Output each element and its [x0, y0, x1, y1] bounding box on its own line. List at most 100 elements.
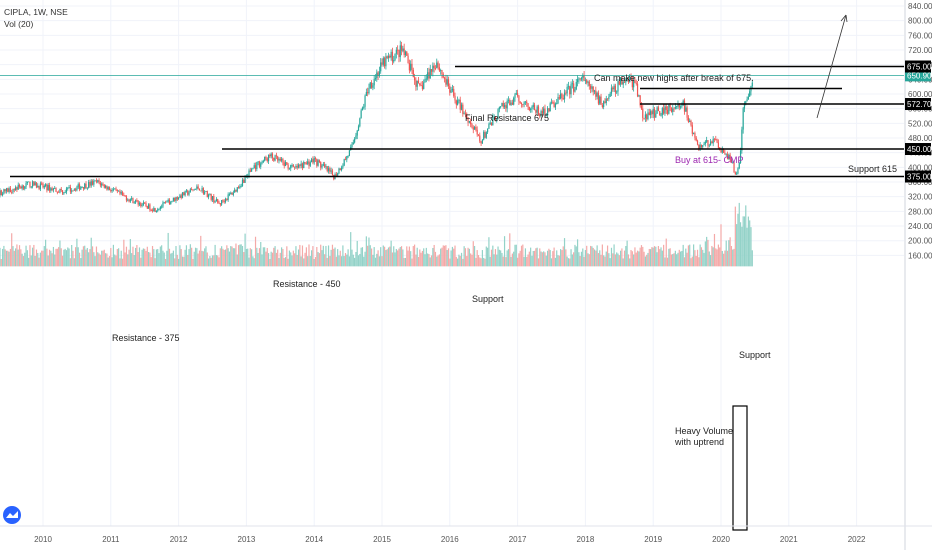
- volume-bar: [693, 244, 695, 267]
- volume-bar: [566, 256, 568, 267]
- volume-bar: [592, 247, 594, 267]
- candle-body: [387, 55, 390, 58]
- candle-body: [291, 165, 293, 166]
- volume-bar: [344, 253, 347, 267]
- volume-bar: [668, 248, 670, 267]
- price-axis[interactable]: 840.00800.00760.00720.00680.00640.00600.…: [904, 0, 932, 550]
- candle-body: [751, 82, 753, 87]
- candle-body: [511, 102, 513, 105]
- candle-body: [288, 168, 291, 170]
- volume-bar: [573, 252, 575, 267]
- volume-bar: [251, 249, 253, 267]
- candle-body: [16, 187, 18, 190]
- candle-body: [318, 160, 321, 163]
- volume-bar: [412, 246, 414, 267]
- volume-bar: [30, 255, 32, 267]
- volume-bar: [313, 259, 315, 267]
- volume-bar: [198, 250, 201, 267]
- level-tag: [905, 60, 931, 73]
- volume-bar: [620, 250, 622, 267]
- candle-body: [590, 85, 592, 89]
- candle-body: [176, 197, 178, 200]
- candle-body: [614, 85, 616, 93]
- candle-body: [115, 188, 117, 190]
- candle-body: [685, 107, 687, 112]
- volume-bar: [708, 251, 710, 267]
- candle-body: [669, 105, 671, 108]
- volume-bar: [215, 255, 218, 267]
- candle-body: [599, 96, 601, 104]
- candle-body: [226, 198, 228, 200]
- candle-body: [501, 102, 503, 107]
- volume-bar: [90, 237, 92, 267]
- candle-body: [434, 68, 437, 69]
- volume-bar: [527, 254, 529, 267]
- volume-bar: [237, 245, 240, 267]
- tradingview-logo-icon[interactable]: [3, 506, 21, 524]
- candle-body: [217, 199, 219, 203]
- candle-body: [687, 117, 690, 123]
- candle-body: [237, 187, 240, 188]
- candle-body: [295, 166, 297, 168]
- volume-bar: [26, 250, 28, 267]
- volume-bar: [544, 252, 546, 267]
- candle-body: [254, 165, 257, 170]
- candle-body: [587, 81, 589, 83]
- volume-bar: [690, 258, 692, 267]
- volume-bar: [709, 255, 712, 267]
- volume-bar: [248, 257, 250, 267]
- candle-body: [642, 108, 644, 118]
- candle-body: [39, 183, 41, 190]
- candle-body: [472, 127, 474, 130]
- candle-body: [661, 108, 663, 116]
- volume-bar: [651, 247, 653, 267]
- volume-bar: [677, 252, 679, 267]
- candle-body: [192, 189, 194, 191]
- volume-bar: [494, 249, 497, 267]
- volume-bar: [625, 246, 627, 267]
- candle-body: [603, 101, 605, 108]
- time-axis[interactable]: 2010 2011 2012 2013 2014 2015 2016 2017 2018 2019…: [0, 525, 932, 544]
- volume-bar: [103, 249, 105, 267]
- volume-bar: [249, 248, 251, 267]
- volume-bar: [427, 253, 429, 267]
- volume-bar: [193, 251, 195, 267]
- candle-body: [146, 206, 148, 209]
- volume-bar: [309, 256, 311, 267]
- candle-body: [180, 195, 182, 198]
- volume-bar: [391, 252, 394, 267]
- candle-body: [695, 137, 697, 141]
- volume-bar: [467, 247, 469, 267]
- candle-body: [443, 77, 446, 79]
- volume-bar: [749, 220, 751, 267]
- volume-bar: [207, 258, 210, 267]
- volume-bar: [243, 252, 245, 267]
- candle-body: [26, 181, 28, 184]
- volume-bar: [751, 250, 753, 267]
- volume-bar: [530, 247, 532, 267]
- candle-body: [28, 181, 30, 183]
- candle-body: [121, 192, 124, 195]
- candle-body: [248, 170, 250, 176]
- candle-body: [196, 186, 198, 189]
- candle-body: [170, 201, 172, 205]
- candle-body: [546, 108, 549, 115]
- candle-body: [608, 96, 610, 99]
- candle-body: [155, 210, 158, 212]
- candle-body: [58, 191, 60, 193]
- volume-bar: [118, 248, 120, 267]
- volume-bar: [273, 247, 275, 267]
- volume-bar: [614, 254, 616, 267]
- candle-body: [703, 143, 705, 146]
- candle-body: [163, 202, 165, 204]
- candle-body: [601, 105, 603, 108]
- candle-body: [270, 153, 272, 157]
- volume-bar: [310, 250, 313, 267]
- volume-bar: [286, 246, 288, 267]
- volume-bar: [148, 252, 150, 267]
- candle-body: [63, 192, 65, 194]
- x-tick-label: 2010: [34, 535, 52, 544]
- candle-body: [533, 104, 536, 111]
- volume-bar: [327, 245, 330, 267]
